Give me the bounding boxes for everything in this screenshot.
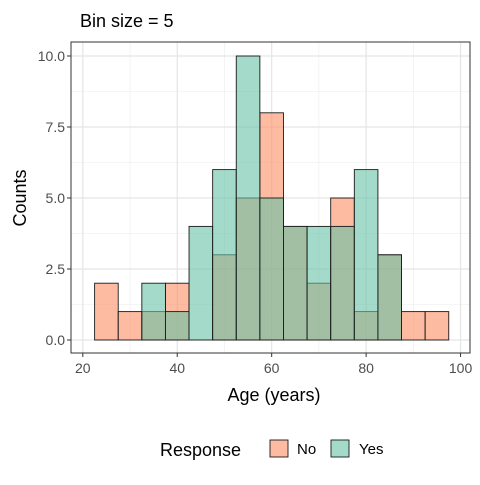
bar-yes: [377, 254, 402, 341]
legend-key-no: [269, 439, 289, 458]
y-axis-title: Counts: [10, 169, 30, 226]
y-tick-label: 7.5: [46, 119, 66, 135]
bar-yes: [283, 225, 308, 341]
bars-layer: [94, 55, 450, 341]
bar-yes: [164, 311, 190, 341]
bar-yes: [330, 225, 355, 341]
y-tick-label: 5.0: [46, 190, 66, 206]
bar-yes: [188, 225, 214, 341]
x-tick-label: 60: [264, 360, 280, 376]
axes-layer: 20 40 60 80 100 0.0 2.5 5.0 7.5 10.0: [38, 48, 473, 376]
legend-label-no: No: [297, 441, 316, 458]
bar-yes: [235, 55, 261, 341]
bar-no: [117, 311, 143, 341]
x-tick-label: 100: [449, 360, 473, 376]
bar-yes: [141, 282, 166, 341]
y-tick-label: 10.0: [38, 48, 65, 64]
bar-yes: [212, 169, 237, 341]
x-tick-label: 40: [169, 360, 185, 376]
x-axis-title: Age (years): [227, 385, 320, 405]
chart-title: Bin size = 5: [80, 11, 174, 31]
legend: Response No Yes: [160, 439, 383, 460]
bar-yes: [259, 197, 284, 341]
bar-no: [401, 311, 426, 341]
legend-label-yes: Yes: [359, 441, 383, 458]
bar-yes: [353, 169, 379, 341]
y-tick-label: 2.5: [46, 261, 66, 277]
x-tick-label: 20: [75, 360, 91, 376]
x-tick-label: 80: [358, 360, 374, 376]
bar-yes: [306, 225, 332, 341]
legend-key-yes: [330, 439, 350, 458]
bar-no: [424, 311, 450, 341]
bar-no: [94, 282, 119, 341]
legend-title: Response: [160, 440, 241, 460]
y-tick-label: 0.0: [46, 332, 66, 348]
